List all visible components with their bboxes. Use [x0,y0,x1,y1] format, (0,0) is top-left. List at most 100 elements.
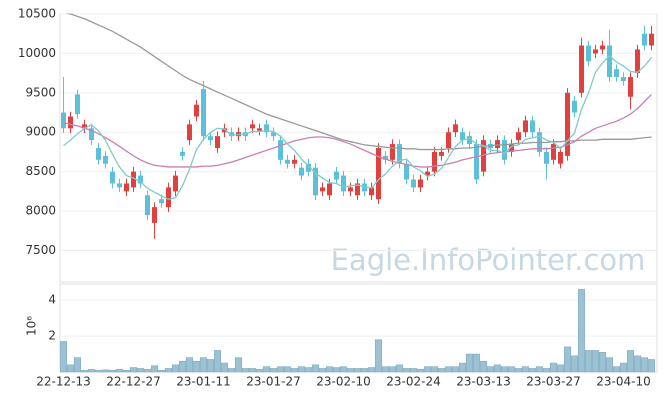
candle-body [271,132,276,137]
volume-bar [423,366,432,373]
candle-body [376,148,381,200]
candle-body [495,140,500,148]
volume-bar [157,369,166,373]
volume-bar [220,362,229,373]
candle-body [264,124,269,133]
candle-body [460,132,465,141]
candle-body [306,163,311,172]
y-tick-label: 8000 [25,204,56,218]
y-tick-label: 9500 [25,85,56,99]
volume-bar [178,360,187,373]
candle-body [432,151,437,172]
candle-body [194,104,199,117]
candle-body [334,171,339,180]
candle-body [201,88,206,137]
candle-body [642,33,647,46]
volume-bar [143,369,152,373]
volume-bar [108,369,117,373]
volume-bar [577,289,586,373]
candle-body [369,187,374,196]
volume-bar [346,368,355,373]
volume-bar [563,346,572,373]
candle-body [565,92,570,156]
candle-body [607,45,612,78]
volume-bar [514,368,523,373]
volume-bar [430,366,439,373]
candle-body [348,187,353,192]
candle-body [250,124,255,129]
candle-body [152,207,157,223]
volume-bar [290,368,299,373]
candle-body [68,116,73,129]
candle-body [586,45,591,62]
candle-body [467,136,472,145]
volume-bar [66,364,75,373]
volume-bar [605,357,614,373]
volume-bar [472,353,481,373]
moving-average-line [63,54,653,200]
volume-bar [388,366,397,373]
volume-bar [500,366,509,373]
candle-body [110,171,115,184]
candle-body [355,183,360,196]
volume-bar [395,364,404,373]
volume-bar [115,369,124,373]
candle-body [523,120,528,133]
volume-bar [318,368,327,373]
candle-body [173,175,178,192]
volume-bar [283,366,292,373]
volume-bar [94,369,103,373]
candle-body [166,187,171,208]
candle-body [509,144,514,152]
candle-body [362,183,367,192]
volume-bar [206,359,215,373]
candle-body [229,132,234,137]
candle-body [292,159,297,164]
clip-top [61,0,661,14]
y-tick-label: 2 [48,329,56,343]
volume-bar [486,366,495,373]
volume-bar [542,368,551,373]
volume-bar [381,366,390,373]
candle-body [124,183,129,192]
candle-body [481,140,486,172]
x-tick-label: 23-02-24 [386,375,440,389]
candle-body [600,45,605,50]
candle-body [551,144,556,160]
candle-body [635,49,640,74]
volume-bar [402,368,411,373]
candle-body [397,144,402,164]
volume-bar [598,351,607,373]
volume-bar [626,350,635,373]
candle-body [222,128,227,133]
candle-body [390,144,395,160]
candle-body [502,140,507,160]
volume-bar [325,366,334,373]
volume-bar [647,359,656,373]
candle-body [516,132,521,141]
candle-body [187,124,192,141]
volume-bar [507,366,516,373]
volume-bar [164,368,173,373]
candle-body [96,148,101,160]
candle-body [425,171,430,176]
volume-bar [416,369,425,373]
volume-bar [458,362,467,373]
volume-bar [297,366,306,373]
moving-average-line [63,11,652,151]
volume-bar [570,355,579,373]
volume-bar [150,365,159,373]
volume-bar [171,364,180,373]
candle-body [257,128,262,131]
x-tick-label: 23-04-10 [596,375,650,389]
candle-body [579,45,584,93]
volume-bar [59,341,68,373]
candle-body [572,100,577,113]
volume-bar [451,366,460,373]
volume-bar [612,366,621,373]
volume-bar [521,366,530,373]
volume-bar [549,362,558,373]
candle-body [75,94,80,115]
candle-body [411,179,416,188]
